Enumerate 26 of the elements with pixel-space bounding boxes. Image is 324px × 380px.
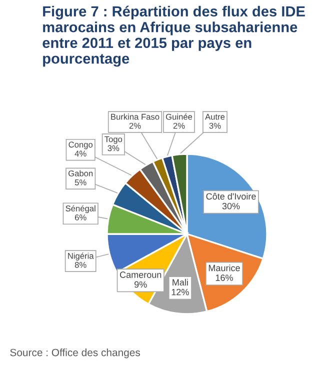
slice-label: Autre xyxy=(205,114,225,120)
slice-label: Cameroun xyxy=(120,272,162,278)
data-label: 4% xyxy=(74,150,86,157)
slice-label: Guinée xyxy=(166,114,192,120)
data-label: 2% xyxy=(173,122,185,129)
data-label: 6% xyxy=(75,214,86,220)
data-label: 3% xyxy=(209,122,221,129)
slice-label: Nigéria xyxy=(68,252,94,260)
data-label: 3% xyxy=(108,145,120,152)
data-label: 9% xyxy=(134,281,147,288)
slice-label: Burkina Faso xyxy=(111,114,160,120)
data-label: 12% xyxy=(172,288,189,296)
data-label: 16% xyxy=(216,274,233,281)
data-label: 8% xyxy=(74,262,86,268)
source-note: Source : Office des changes xyxy=(10,348,140,358)
slice-label: Congo xyxy=(68,142,93,150)
slice-label: Sénégal xyxy=(66,205,96,214)
slice-label: Togo xyxy=(104,136,122,144)
data-label: 5% xyxy=(74,179,86,186)
slice-label: Gabon xyxy=(68,170,93,176)
slice-label: Côte d'Ivoire xyxy=(206,192,256,200)
chart-title: Figure 7 : Répartition des flux des IDE marocains en Afrique subsaharienne entre 2011 et 2015 par pays en pourcentage xyxy=(42,6,305,67)
data-label: 30% xyxy=(222,202,240,210)
slice-label: Maurice xyxy=(208,264,240,272)
data-label: 2% xyxy=(129,122,141,129)
slice-label: Mali xyxy=(172,278,188,286)
